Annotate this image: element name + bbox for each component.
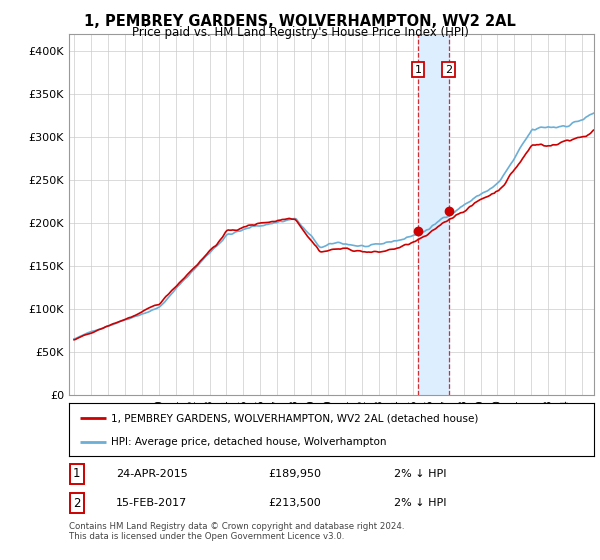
Text: HPI: Average price, detached house, Wolverhampton: HPI: Average price, detached house, Wolv…: [111, 437, 386, 447]
Text: 15-FEB-2017: 15-FEB-2017: [116, 498, 187, 508]
Bar: [418, 34, 449, 395]
Text: 1: 1: [73, 468, 80, 480]
Text: Contains HM Land Registry data © Crown copyright and database right 2024.
This d: Contains HM Land Registry data © Crown c…: [69, 522, 404, 542]
Text: 1, PEMBREY GARDENS, WOLVERHAMPTON, WV2 2AL: 1, PEMBREY GARDENS, WOLVERHAMPTON, WV2 2…: [84, 14, 516, 29]
Text: £189,950: £189,950: [269, 469, 322, 479]
Text: £213,500: £213,500: [269, 498, 321, 508]
Text: 2% ↓ HPI: 2% ↓ HPI: [395, 498, 447, 508]
Text: Price paid vs. HM Land Registry's House Price Index (HPI): Price paid vs. HM Land Registry's House …: [131, 26, 469, 39]
Text: 2: 2: [73, 497, 80, 510]
Text: 1, PEMBREY GARDENS, WOLVERHAMPTON, WV2 2AL (detached house): 1, PEMBREY GARDENS, WOLVERHAMPTON, WV2 2…: [111, 413, 478, 423]
Text: 2% ↓ HPI: 2% ↓ HPI: [395, 469, 447, 479]
Text: 2: 2: [445, 65, 452, 74]
Text: 1: 1: [415, 65, 421, 74]
Text: 24-APR-2015: 24-APR-2015: [116, 469, 188, 479]
